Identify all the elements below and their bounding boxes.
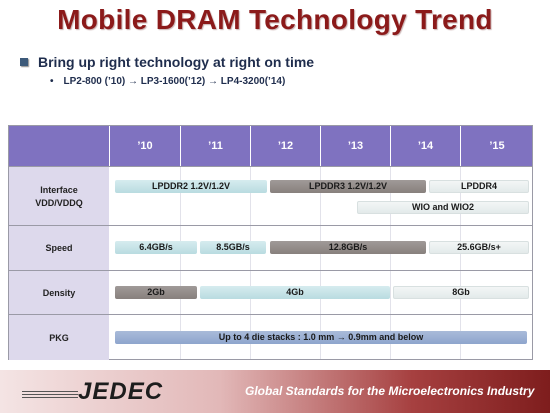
grid-line [250,166,251,359]
row-label-pkg: PKG [9,314,109,360]
interface-label: Interface [40,184,78,195]
jedec-logo: JEDEC [78,378,164,405]
pkg-label: PKG [49,332,69,343]
lpddr4-bar: LPDDR4 [429,180,529,193]
lpddr3-bar: LPDDR3 1.2V/1.2V [270,180,426,193]
year-header-2012: ’12 [250,126,320,166]
sub-bullet-text: LP2-800 (’10) → LP3-1600(’12) → LP4-3200… [63,76,286,87]
sub-bullet: • LP2-800 (’10) → LP3-1600(’12) → LP4-320… [50,76,285,87]
speed-label: Speed [45,243,73,253]
year-header-row: ’10 ’11 ’12 ’13 ’14 ’15 [9,126,532,166]
roadmap-table: ’10 ’11 ’12 ’13 ’14 ’15 Interface VDD/VD… [8,125,533,360]
year-header-2014: ’14 [390,126,460,166]
row-divider [109,166,532,167]
pkg-bar: Up to 4 die stacks : 1.0 mm → 0.9mm and … [115,331,527,344]
density-4gb-bar: 4Gb [200,286,390,299]
speed-6-4-bar: 6.4GB/s [115,241,197,254]
main-bullet: Bring up right technology at right on ti… [20,54,314,70]
row-label-interface: Interface VDD/VDDQ [9,166,109,225]
row-label-speed: Speed [9,225,109,270]
speed-12-8-bar: 12.8GB/s [270,241,426,254]
grid-line [460,166,461,359]
year-header-2013: ’13 [320,126,390,166]
grid-line [390,166,391,359]
row-divider [109,225,532,226]
footer-tagline: Global Standards for the Microelectronic… [245,384,535,398]
jedec-logo-lines-icon [22,391,78,399]
square-bullet-icon [20,58,28,66]
density-2gb-bar: 2Gb [115,286,197,299]
year-header-2011: ’11 [180,126,250,166]
lpddr2-bar: LPDDR2 1.2V/1.2V [115,180,267,193]
density-8gb-bar: 8Gb [393,286,529,299]
row-label-density: Density [9,270,109,314]
year-header-2015: ’15 [460,126,533,166]
dot-bullet-icon: • [50,76,54,87]
density-label: Density [42,287,76,298]
year-header-2010: ’10 [109,126,180,166]
grid-line [180,166,181,359]
speed-8-5-bar: 8.5GB/s [200,241,266,254]
footer-banner: JEDEC Global Standards for the Microelec… [0,370,550,413]
grid-line [320,166,321,359]
main-bullet-text: Bring up right technology at right on ti… [38,54,315,70]
slide-title: Mobile DRAM Technology Trend [57,4,493,35]
wio-bar: WIO and WIO2 [357,201,529,214]
row-divider [109,270,532,271]
speed-25-6-bar: 25.6GB/s+ [429,241,529,254]
row-divider [109,314,532,315]
vdd-label: VDD/VDDQ [35,197,83,208]
